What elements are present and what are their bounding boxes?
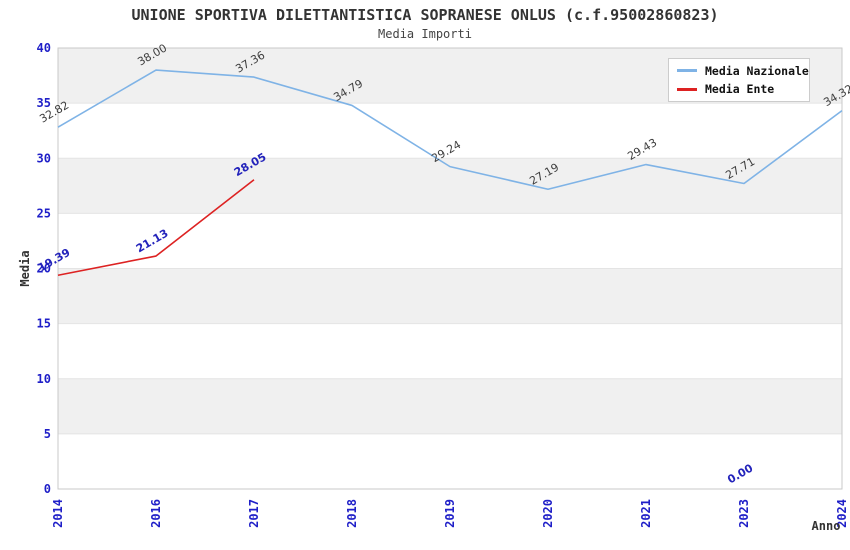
y-tick-label: 20	[37, 262, 51, 276]
chart-title: UNIONE SPORTIVA DILETTANTISTICA SOPRANES…	[131, 6, 719, 24]
legend-label-ente: Media Ente	[705, 82, 775, 97]
series-line-nazionale	[57, 69, 843, 191]
plot-band	[58, 268, 842, 324]
legend-label-nazionale: Media Nazionale	[705, 63, 809, 78]
legend-item-media-ente: Media Ente	[677, 82, 809, 96]
plot-band	[58, 378, 842, 434]
x-axis-label: Anno	[812, 519, 841, 533]
x-tick-label: 2019	[443, 499, 457, 528]
y-axis-label: Media	[18, 250, 32, 286]
plot-border	[57, 47, 843, 490]
y-tick-label: 5	[44, 427, 51, 441]
legend-item-media-nazionale: Media Nazionale	[677, 64, 809, 78]
x-tick-label: 2016	[149, 499, 163, 528]
y-tick-label: 35	[37, 96, 51, 110]
legend-line-sample-nazionale	[677, 69, 697, 73]
x-tick-label: 2021	[639, 499, 653, 528]
y-tick-label: 30	[37, 151, 51, 165]
x-tick-label: 2020	[541, 499, 555, 528]
x-tick-label: 2018	[345, 499, 359, 528]
legend-line-sample-ente	[677, 87, 697, 91]
data-point-label: 0.00	[725, 461, 755, 486]
series-line-ente	[57, 179, 255, 277]
y-tick-label: 25	[37, 206, 51, 220]
x-tick-label: 2017	[247, 499, 261, 528]
y-tick-label: 15	[37, 317, 51, 331]
y-tick-label: 40	[37, 41, 51, 55]
y-tick-label: 10	[37, 372, 51, 386]
chart-subtitle: Media Importi	[378, 27, 472, 41]
x-tick-label: 2023	[737, 499, 751, 528]
data-point-label: 21.13	[134, 227, 171, 256]
x-tick-label: 2024	[835, 499, 849, 528]
x-tick-label: 2014	[51, 499, 65, 528]
legend: Media Nazionale Media Ente	[668, 58, 810, 102]
y-tick-label: 0	[44, 482, 51, 496]
